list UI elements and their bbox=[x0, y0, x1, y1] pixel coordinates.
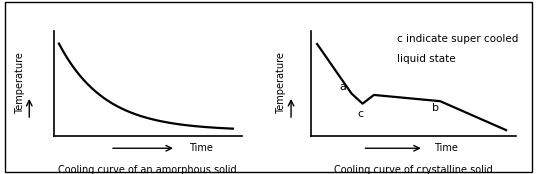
Text: Cooling curve of an amorphous solid: Cooling curve of an amorphous solid bbox=[59, 165, 237, 174]
Text: liquid state: liquid state bbox=[397, 54, 456, 64]
Text: c: c bbox=[358, 109, 364, 119]
Text: Time: Time bbox=[189, 143, 213, 153]
Text: Time: Time bbox=[434, 143, 458, 153]
Text: Temperature: Temperature bbox=[276, 53, 286, 114]
Text: Temperature: Temperature bbox=[15, 53, 25, 114]
Text: b: b bbox=[432, 103, 439, 113]
Text: c indicate super cooled: c indicate super cooled bbox=[397, 34, 519, 44]
Text: a: a bbox=[339, 82, 346, 92]
Text: Cooling curve of crystalline solid: Cooling curve of crystalline solid bbox=[334, 165, 493, 174]
